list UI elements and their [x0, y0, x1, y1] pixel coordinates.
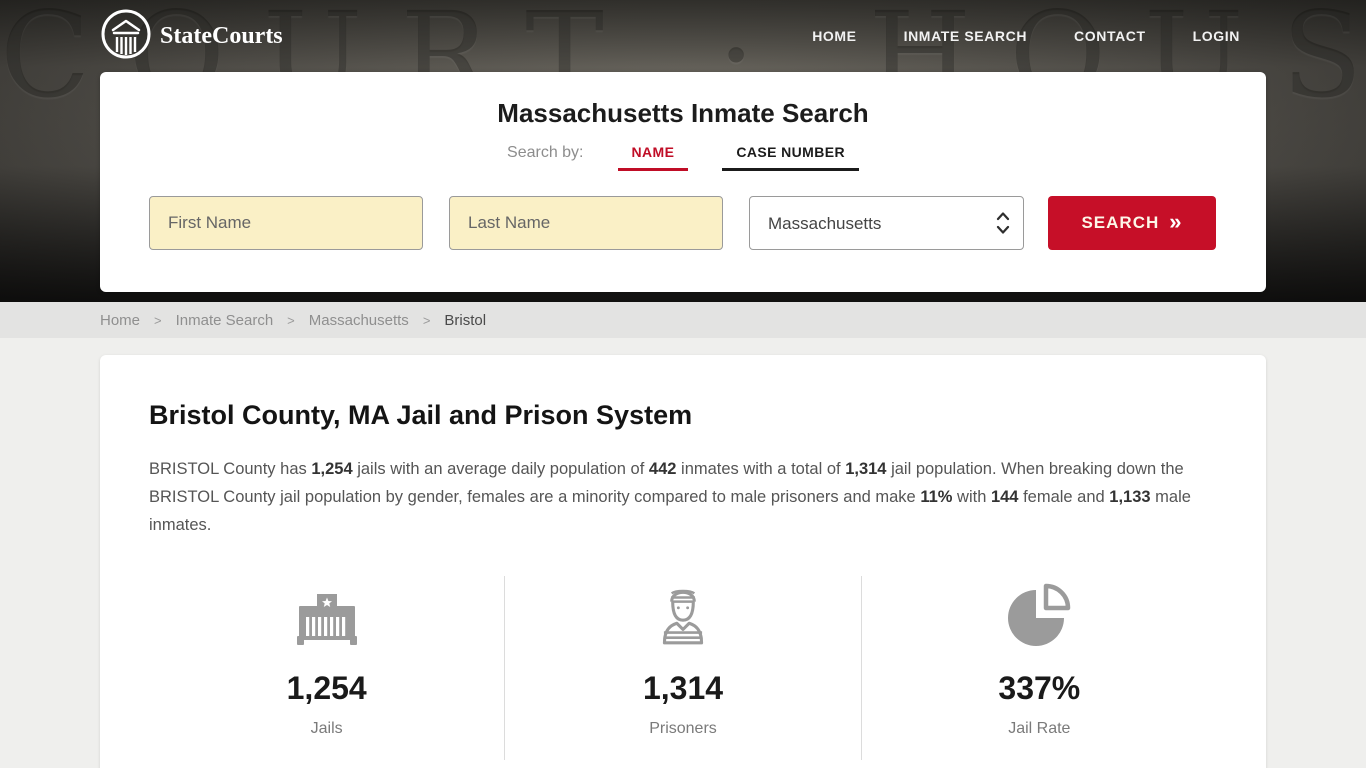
search-card-title: Massachusetts Inmate Search [497, 98, 869, 128]
breadcrumb-massachusetts[interactable]: Massachusetts [308, 311, 409, 329]
stat-jails-value: 1,254 [286, 670, 367, 706]
last-name-input[interactable] [449, 196, 723, 250]
first-name-input[interactable] [149, 196, 423, 250]
state-select-wrap: Massachusetts [749, 196, 1024, 250]
inmate-search-card: Massachusetts Inmate Search Search by: N… [100, 72, 1266, 292]
breadcrumb-inmate-search[interactable]: Inmate Search [175, 311, 274, 329]
hero-header: COURT · HOUSE StateCourts [0, 0, 1366, 302]
stat-jails-label: Jails [310, 720, 343, 737]
nav-home[interactable]: HOME [812, 28, 857, 44]
breadcrumb-separator: > [154, 312, 162, 328]
stat-prisoners-value: 1,314 [642, 670, 724, 706]
breadcrumb-home[interactable]: Home [100, 311, 141, 329]
stat-prisoners-label: Prisoners [649, 720, 717, 737]
search-button[interactable]: SEARCH » [1048, 196, 1216, 250]
pie-chart-icon [862, 576, 1217, 648]
search-button-label: SEARCH [1081, 213, 1160, 232]
nav-login[interactable]: LOGIN [1192, 28, 1240, 44]
county-summary-paragraph: BRISTOL County has 1,254 jails with an a… [149, 460, 1191, 534]
stat-jails: 1,254 Jails [149, 576, 504, 760]
county-stats-row: 1,254 Jails [149, 576, 1217, 760]
tab-case-number[interactable]: CASE NUMBER [722, 144, 859, 171]
double-chevron-right-icon: » [1169, 208, 1183, 234]
brand-name: StateCourts [160, 22, 283, 49]
stat-jail-rate-label: Jail Rate [1008, 720, 1071, 737]
prisoner-icon [505, 576, 860, 648]
breadcrumb-separator: > [422, 312, 431, 328]
tab-name[interactable]: NAME [617, 144, 689, 171]
stat-jail-rate-value: 337% [998, 670, 1081, 706]
county-heading: Bristol County, MA Jail and Prison Syste… [149, 400, 693, 430]
stat-jail-rate: 337% Jail Rate [860, 576, 1217, 760]
nav-contact[interactable]: CONTACT [1074, 28, 1146, 44]
search-by-label: Search by: [507, 144, 584, 161]
search-by-row: Search by: NAME CASE NUMBER [100, 144, 1266, 171]
nav-inmate-search[interactable]: INMATE SEARCH [903, 28, 1028, 44]
breadcrumb-bar: Home > Inmate Search > Massachusetts > B… [0, 302, 1366, 338]
breadcrumb-separator: > [287, 312, 295, 328]
jail-building-icon [149, 576, 504, 648]
state-select[interactable]: Massachusetts [749, 196, 1024, 250]
courthouse-logo-icon [100, 8, 152, 65]
brand-logo[interactable]: StateCourts [100, 8, 283, 65]
main-nav: HOME INMATE SEARCH CONTACT LOGIN [812, 28, 1240, 44]
county-content-card: Bristol County, MA Jail and Prison Syste… [100, 355, 1266, 768]
stat-prisoners: 1,314 Prisoners [504, 576, 860, 760]
top-navigation-bar: StateCourts HOME INMATE SEARCH CONTACT L… [0, 0, 1366, 72]
breadcrumb: Home > Inmate Search > Massachusetts > B… [100, 312, 486, 329]
breadcrumb-current-bristol: Bristol [444, 311, 487, 329]
search-form: Massachusetts SEARCH » [100, 196, 1266, 250]
